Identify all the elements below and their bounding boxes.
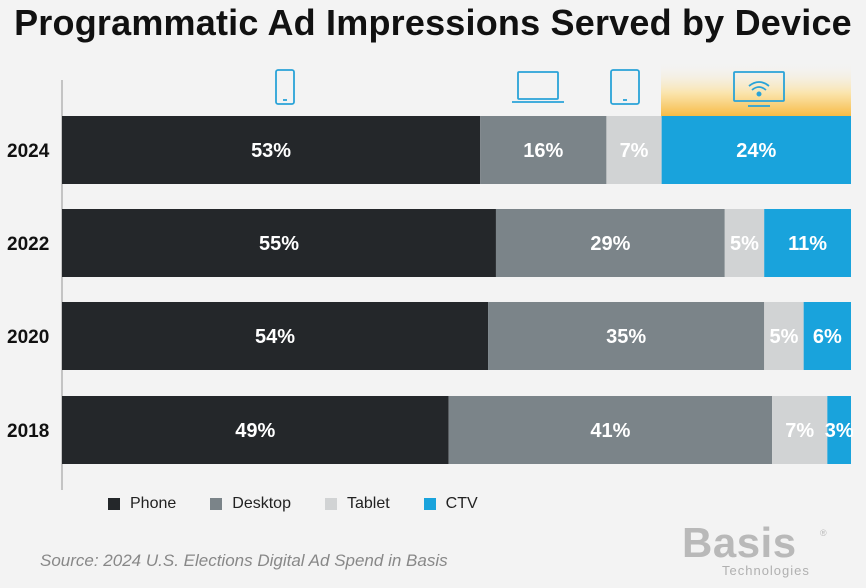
bar-phone-2020 [62, 302, 489, 370]
bar-tablet-2024 [606, 116, 662, 184]
phone-icon [275, 69, 295, 105]
data-label-ctv-2018: 3% [825, 420, 854, 442]
legend-item-tablet: Tablet [324, 495, 390, 513]
bar-ctv-2018 [827, 396, 851, 464]
data-label-phone-2024: 53% [251, 140, 291, 162]
legend-label: Tablet [346, 495, 390, 512]
source-note: Source: 2024 U.S. Elections Digital Ad S… [40, 551, 448, 570]
data-label-desktop-2018: 41% [590, 420, 630, 442]
bar-desktop-2024 [480, 116, 607, 184]
ctv-icon [733, 71, 785, 107]
data-label-desktop-2022: 29% [590, 233, 630, 255]
bar-tablet-2022 [724, 209, 765, 277]
ctv-highlight-glow [661, 62, 851, 118]
basis-logo: Basis [682, 519, 797, 566]
data-label-tablet-2022: 5% [730, 233, 759, 255]
chart-title: Programmatic Ad Impressions Served by De… [14, 2, 852, 43]
registered-mark: ® [820, 528, 827, 538]
legend-swatch [108, 498, 120, 510]
data-label-phone-2020: 54% [255, 326, 295, 348]
data-label-tablet-2018: 7% [785, 420, 814, 442]
data-label-ctv-2020: 6% [813, 326, 842, 348]
bar-ctv-2020 [803, 302, 851, 370]
data-label-ctv-2024: 24% [736, 140, 776, 162]
data-label-tablet-2020: 5% [769, 326, 798, 348]
data-label-phone-2018: 49% [235, 420, 275, 442]
bar-phone-2022 [62, 209, 496, 277]
bar-desktop-2022 [495, 209, 725, 277]
bar-phone-2018 [62, 396, 449, 464]
legend-item-desktop: Desktop [210, 495, 291, 513]
tablet-icon [610, 69, 640, 105]
bar-desktop-2018 [448, 396, 773, 464]
data-label-ctv-2022: 11% [788, 233, 827, 255]
data-label-desktop-2024: 16% [523, 140, 563, 162]
legend-label: Phone [130, 495, 177, 512]
y-tick-label: 2024 [7, 141, 50, 162]
logo-subtitle: Technologies [722, 563, 810, 578]
bar-tablet-2018 [772, 396, 828, 464]
bar-ctv-2024 [661, 116, 851, 184]
y-tick-label: 2022 [7, 234, 49, 255]
legend-swatch [324, 498, 337, 510]
data-label-phone-2022: 55% [259, 233, 299, 255]
bar-desktop-2020 [488, 302, 765, 370]
y-tick-label: 2018 [7, 421, 49, 442]
legend-item-phone: Phone [108, 495, 176, 513]
legend-item-ctv: CTV [423, 495, 478, 513]
legend: Phone Desktop Tablet CTV [108, 495, 512, 513]
y-tick-label: 2020 [7, 327, 49, 348]
legend-swatch [423, 498, 436, 510]
legend-swatch [210, 498, 223, 510]
bar-tablet-2020 [764, 302, 804, 370]
data-label-tablet-2024: 7% [620, 140, 649, 162]
desktop-icon [512, 71, 564, 103]
bar-phone-2024 [62, 116, 481, 184]
legend-label: Desktop [232, 495, 291, 512]
bar-ctv-2022 [764, 209, 851, 277]
legend-label: CTV [445, 495, 478, 512]
data-label-desktop-2020: 35% [606, 326, 646, 348]
